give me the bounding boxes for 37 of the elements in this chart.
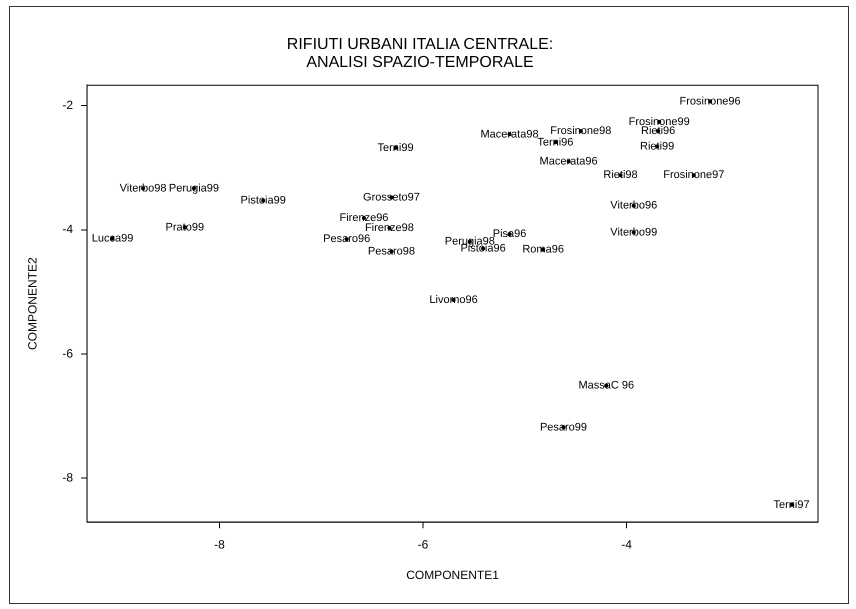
x-tick-label: -8: [214, 538, 226, 552]
data-label: Firenze96: [340, 212, 388, 224]
data-label: Firenze98: [364, 222, 414, 234]
data-label: Perugia99: [168, 182, 220, 194]
data-label: Frosinone97: [663, 169, 724, 182]
data-label: Terni99: [377, 142, 414, 154]
data-label: MassaC 96: [578, 380, 634, 392]
y-tick-label: -4: [62, 222, 74, 236]
data-label: Rieti96: [641, 125, 676, 138]
data-label: Pesaro98: [368, 246, 415, 258]
data-label: Roma96: [522, 244, 564, 256]
y-tick-label: -2: [62, 98, 74, 112]
data-label: Macerata96: [540, 156, 598, 168]
data-label: Macerata98: [480, 128, 539, 140]
data-label: Viterbo96: [610, 200, 658, 212]
data-label: Terni96: [537, 136, 574, 148]
data-label: Frosinone96: [680, 95, 741, 108]
data-label: Livorno96: [429, 294, 478, 306]
x-axis-title: COMPONENTE1: [406, 568, 500, 582]
y-tick-label: -6: [62, 346, 74, 360]
chart-title: RIFIUTI URBANI ITALIA CENTRALE: ANALISI SPAZIO-TEMPORALE: [286, 36, 554, 71]
data-label: Pesaro96: [323, 233, 370, 246]
data-label: Frosinone98: [550, 125, 612, 138]
y-tick-label: -8: [62, 470, 74, 484]
data-label: Pistoia99: [240, 194, 286, 207]
data-label: Rieti98: [603, 169, 638, 182]
data-label: Lucca99: [92, 232, 134, 245]
x-tick-label: -6: [418, 538, 429, 552]
x-tick-label: -4: [621, 538, 632, 552]
data-label: Viterbo99: [610, 226, 658, 238]
data-label: Prato99: [166, 221, 204, 234]
data-label: Rieti99: [640, 140, 674, 153]
data-label: Pesaro99: [540, 421, 588, 434]
data-label: Terni97: [773, 498, 810, 511]
data-label: Grosseto97: [363, 192, 420, 204]
y-axis-title: COMPONENTE2: [26, 257, 40, 350]
data-label: Viterbo98: [120, 182, 167, 194]
